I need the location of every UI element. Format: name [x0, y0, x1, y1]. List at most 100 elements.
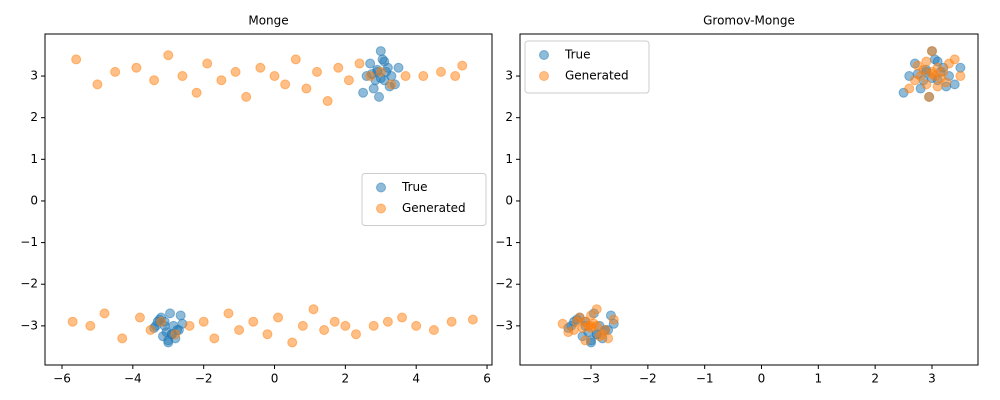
point	[428, 325, 439, 336]
point	[319, 325, 330, 336]
point	[290, 54, 301, 65]
y-tick-label: 0	[505, 193, 513, 207]
chart-title: Gromov-Monge	[703, 14, 795, 28]
point	[354, 58, 365, 69]
y-tick-label: 3	[30, 69, 38, 83]
point	[191, 87, 202, 98]
x-tick-label: −6	[53, 372, 71, 386]
point	[921, 56, 932, 67]
point	[134, 312, 145, 323]
legend-label: Generated	[402, 201, 466, 215]
point	[926, 46, 937, 57]
point	[216, 75, 227, 86]
y-tick-label: −3	[20, 318, 38, 332]
point	[400, 71, 411, 82]
legend-label: True	[401, 180, 428, 194]
y-tick-label: 1	[30, 152, 38, 166]
y-tick-label: 2	[505, 110, 513, 124]
point	[386, 79, 397, 90]
point	[322, 96, 333, 107]
point	[165, 308, 176, 319]
y-tick-label: −1	[495, 235, 513, 249]
point	[131, 62, 142, 73]
point	[287, 337, 298, 348]
point	[379, 56, 390, 67]
point	[941, 77, 952, 88]
point	[149, 75, 160, 86]
y-tick-label: −1	[20, 235, 38, 249]
x-tick-label: −3	[582, 372, 600, 386]
point	[586, 310, 597, 321]
point	[571, 316, 582, 327]
point	[340, 320, 351, 331]
point	[333, 62, 344, 73]
x-tick-label: −1	[696, 372, 714, 386]
point	[909, 75, 920, 86]
x-tick-label: 4	[412, 372, 420, 386]
legend-box	[361, 173, 487, 226]
x-tick-label: 2	[342, 372, 350, 386]
point	[932, 81, 943, 92]
point	[177, 71, 188, 82]
point	[603, 333, 614, 344]
point	[350, 329, 361, 340]
point	[382, 316, 393, 327]
point	[358, 87, 369, 98]
point	[67, 316, 78, 327]
point	[110, 66, 121, 77]
point	[209, 333, 220, 344]
point	[411, 320, 422, 331]
point	[955, 71, 966, 82]
point	[467, 314, 478, 325]
y-tick-label: −2	[20, 277, 38, 291]
x-tick-label: 3	[928, 372, 936, 386]
y-tick-label: 1	[505, 152, 513, 166]
point	[198, 316, 209, 327]
point	[418, 71, 429, 82]
point	[435, 66, 446, 77]
point	[594, 331, 605, 342]
point	[591, 304, 602, 315]
x-tick-label: 6	[483, 372, 491, 386]
point	[904, 83, 915, 94]
plot-area	[557, 46, 966, 348]
point	[393, 62, 404, 73]
point	[71, 54, 82, 65]
plot-area	[67, 46, 478, 348]
y-tick-label: 3	[505, 69, 513, 83]
y-tick-label: −3	[495, 318, 513, 332]
point	[230, 66, 241, 77]
x-tick-label: 1	[815, 372, 823, 386]
y-tick-label: −2	[495, 277, 513, 291]
point	[308, 304, 319, 315]
point	[329, 316, 340, 327]
point	[145, 325, 156, 336]
x-tick-label: 0	[271, 372, 279, 386]
point	[297, 320, 308, 331]
point	[202, 58, 213, 69]
point	[374, 91, 385, 102]
point	[921, 79, 932, 90]
point	[117, 333, 128, 344]
legend-label: Generated	[565, 69, 629, 83]
point	[248, 316, 259, 327]
legend-marker	[539, 50, 549, 60]
point	[600, 325, 611, 336]
point	[273, 312, 284, 323]
legend-marker	[539, 71, 549, 81]
chart-title: Monge	[248, 14, 288, 28]
point	[949, 54, 960, 65]
legend-label: True	[564, 48, 591, 62]
point	[262, 329, 273, 340]
point	[269, 71, 280, 82]
point	[312, 66, 323, 77]
point	[175, 310, 186, 321]
point	[608, 314, 619, 325]
y-tick-label: 2	[30, 110, 38, 124]
legend-marker	[376, 203, 386, 214]
point	[375, 66, 386, 77]
point	[241, 91, 252, 102]
point	[156, 316, 167, 327]
point	[234, 325, 245, 336]
point	[949, 79, 960, 90]
